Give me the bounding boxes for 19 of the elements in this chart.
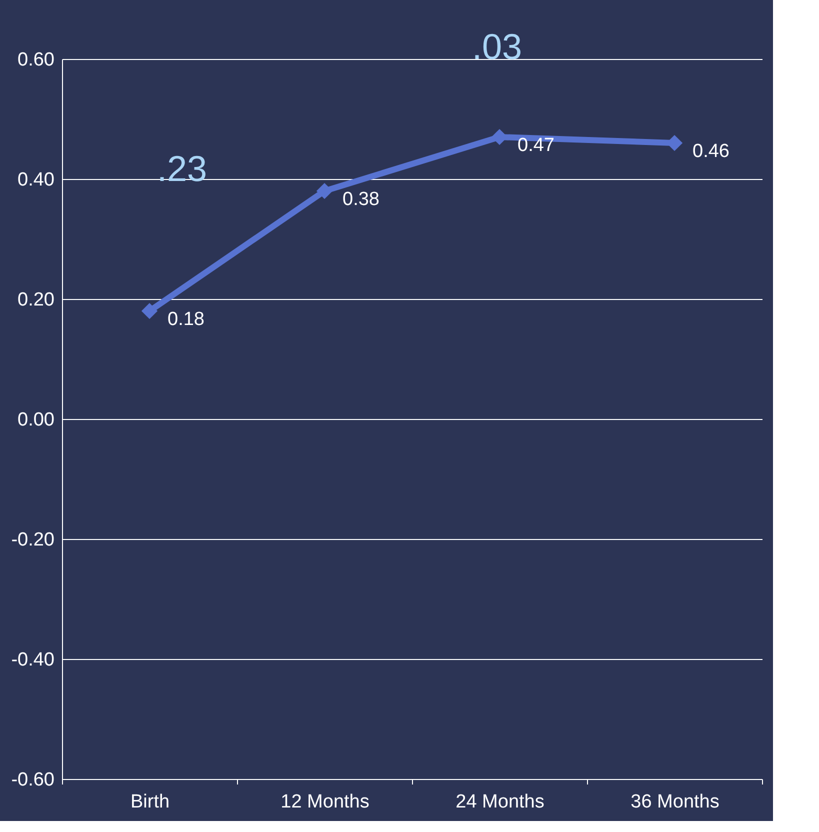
y-tick-label: 0.60: [18, 50, 54, 70]
y-tick-label: 0.00: [18, 410, 54, 430]
data-label: 0.46: [692, 141, 730, 162]
x-tick-label: 36 Months: [630, 792, 720, 812]
annotation: .23: [156, 148, 208, 189]
point: [316, 182, 333, 200]
annotation: .03: [472, 26, 522, 67]
x-tick-label: 24 Months: [456, 792, 544, 812]
point: [141, 302, 158, 320]
data-label: 0.38: [342, 189, 380, 210]
data-label: 0.18: [168, 309, 204, 330]
y-tick-label: 0.40: [18, 170, 54, 190]
y-tick-label: -0.60: [11, 770, 54, 790]
x-tick-label: Birth: [130, 792, 170, 812]
y-tick-label: -0.20: [11, 530, 54, 550]
y-tick-label: 0.20: [18, 290, 54, 310]
y-tick-label: -0.40: [11, 650, 54, 670]
x-tick-label: 12 Months: [280, 792, 370, 812]
data-label: 0.47: [518, 135, 554, 156]
